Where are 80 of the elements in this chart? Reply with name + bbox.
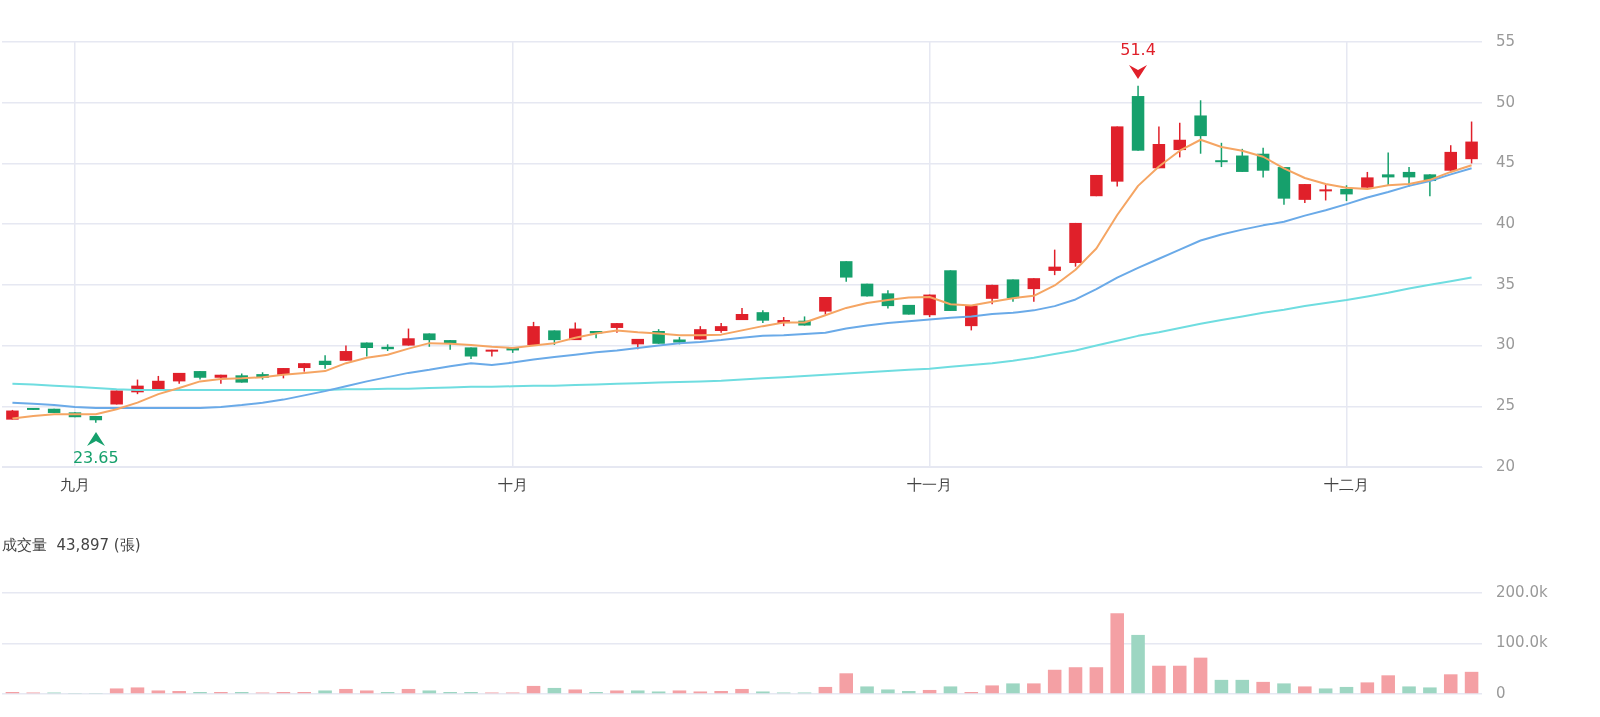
bar — [901, 690, 916, 694]
bar — [1006, 683, 1020, 694]
candlestick — [1027, 277, 1041, 303]
candlestick — [1236, 148, 1249, 173]
bar — [339, 688, 353, 694]
y-tick-label: 40 — [1496, 214, 1516, 233]
bar — [1464, 671, 1479, 694]
bar — [1402, 686, 1416, 694]
candlestick — [1048, 248, 1061, 276]
x-tick-label: 十月 — [497, 475, 528, 494]
chart-title: 成交量 43,897 (張) — [2, 536, 141, 555]
candlestick — [1298, 183, 1312, 204]
y-tick-label: 25 — [1496, 396, 1516, 415]
bar — [130, 687, 145, 694]
bar — [1131, 634, 1145, 694]
annotation: 23.65 — [72, 447, 119, 467]
bar — [1047, 669, 1062, 694]
x-tick-label: 九月 — [59, 475, 90, 494]
bar — [1214, 679, 1229, 694]
bar — [401, 688, 416, 694]
candlestick — [1381, 151, 1395, 187]
y-tick-label: 100.0k — [1496, 633, 1548, 652]
bar — [172, 690, 186, 694]
bar — [839, 673, 853, 694]
bar — [568, 689, 583, 694]
bar — [818, 686, 833, 694]
candlestick — [485, 349, 499, 358]
bar — [1256, 681, 1270, 694]
bar — [547, 687, 562, 694]
x-tick-label: 十二月 — [1324, 475, 1370, 494]
bar — [1110, 613, 1124, 694]
bar — [1318, 688, 1333, 694]
candlestick — [1465, 120, 1478, 165]
y-tick-label: 45 — [1496, 153, 1516, 172]
candlestick — [527, 321, 540, 346]
y-tick-label: 0 — [1496, 683, 1506, 702]
bar — [1027, 683, 1041, 694]
bar — [881, 689, 895, 694]
candlestick — [839, 260, 853, 283]
bar — [631, 690, 645, 694]
bar — [860, 686, 874, 694]
bar — [943, 686, 958, 694]
bar — [151, 690, 166, 694]
candlestick — [1215, 142, 1228, 168]
bar — [610, 690, 624, 694]
annotation: 51.4 — [1120, 39, 1156, 59]
candlestick — [1444, 144, 1457, 172]
y-tick-label: 20 — [1496, 456, 1516, 475]
bar — [1152, 665, 1166, 694]
y-tick-label: 50 — [1496, 92, 1516, 111]
bar — [1193, 657, 1208, 694]
bar — [1360, 682, 1375, 694]
y-tick-label: 30 — [1496, 335, 1516, 354]
bar — [318, 690, 332, 694]
bar — [1339, 686, 1354, 694]
bar — [1277, 683, 1291, 694]
y-tick-label: 200.0k — [1496, 582, 1548, 601]
bar — [1381, 675, 1395, 694]
x-tick-label: 十一月 — [907, 475, 953, 494]
bar — [526, 685, 541, 694]
bar — [360, 690, 374, 694]
bar — [672, 690, 687, 694]
bar — [1172, 665, 1187, 694]
bar — [714, 690, 728, 694]
candlestick — [1173, 122, 1186, 159]
bar — [1298, 686, 1312, 694]
candlestick — [1006, 278, 1020, 303]
candlestick — [1194, 99, 1207, 155]
bar — [1068, 667, 1083, 694]
bar — [1089, 667, 1104, 694]
bar — [1423, 687, 1437, 694]
y-tick-label: 55 — [1496, 31, 1516, 50]
bar — [1235, 679, 1250, 694]
bar — [1443, 674, 1458, 694]
y-tick-label: 35 — [1496, 274, 1516, 293]
bar — [109, 688, 124, 694]
bar — [735, 688, 749, 694]
bar — [985, 685, 999, 694]
candlestick — [318, 354, 332, 370]
bar — [422, 690, 437, 694]
